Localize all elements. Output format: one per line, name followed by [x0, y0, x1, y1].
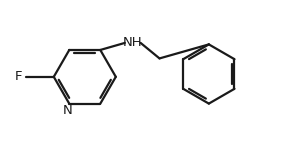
- Text: N: N: [63, 104, 73, 117]
- Text: F: F: [15, 70, 22, 83]
- Text: NH: NH: [123, 36, 143, 49]
